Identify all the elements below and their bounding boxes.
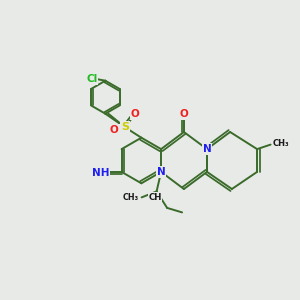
Text: O: O: [131, 109, 140, 119]
Text: O: O: [110, 125, 119, 135]
Text: O: O: [179, 109, 188, 119]
Text: CH₃: CH₃: [122, 193, 139, 202]
Text: NH: NH: [92, 168, 110, 178]
Text: S: S: [121, 122, 129, 132]
Text: CH₃: CH₃: [273, 139, 290, 148]
Text: CH: CH: [148, 193, 162, 202]
Text: N: N: [202, 144, 211, 154]
Text: N: N: [157, 167, 166, 177]
Text: Cl: Cl: [86, 74, 98, 84]
